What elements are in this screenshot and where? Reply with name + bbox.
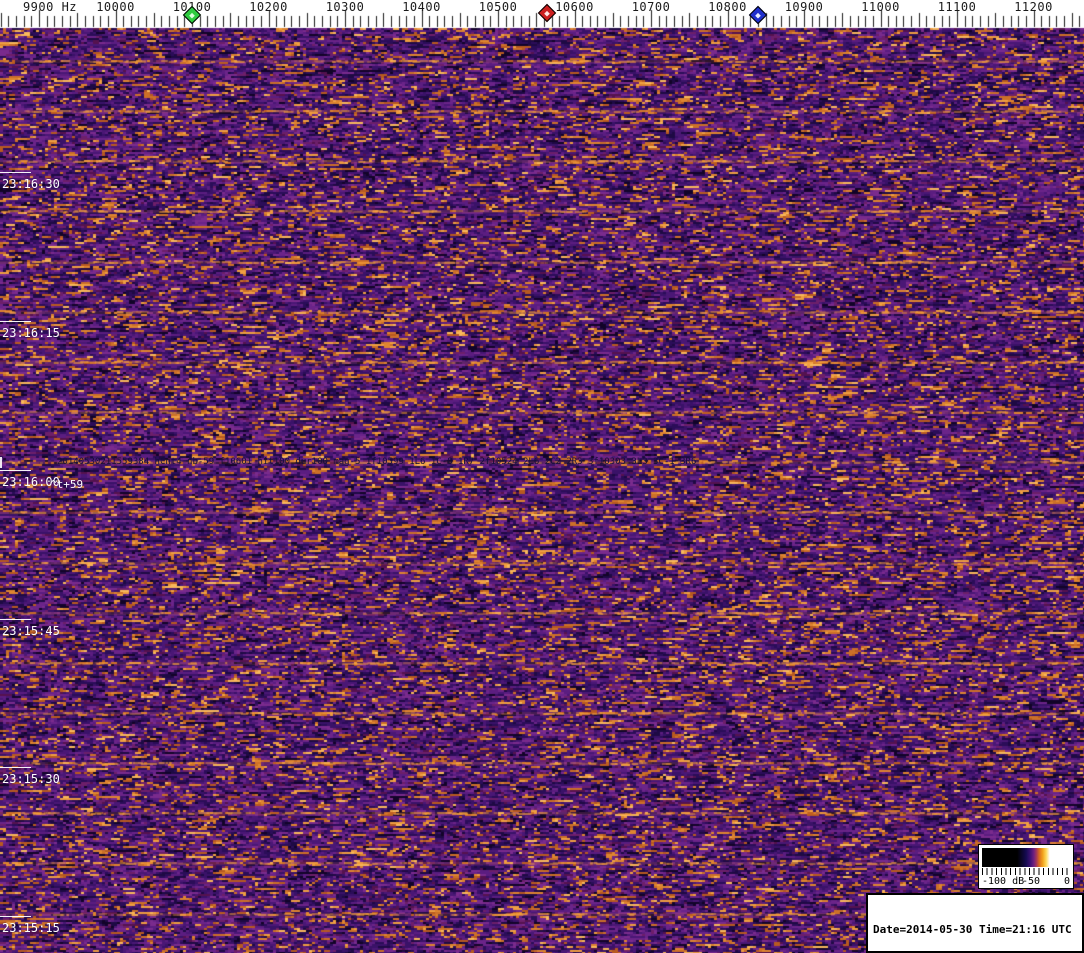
marker-green-core [189, 12, 195, 18]
event-annotation-text: 20140530211559384 hCnt4 nb-59 f10601 hit… [57, 457, 697, 467]
freq-label-10600: 10600 [555, 0, 594, 14]
freq-label-10300: 10300 [325, 0, 365, 14]
freq-label-9900: 9900 Hz [22, 0, 78, 14]
colorbar-legend: -100 dB -50 0 [978, 844, 1074, 889]
marker-red-diamond[interactable] [537, 3, 557, 23]
colorbar-tick-comb [982, 868, 1070, 875]
freq-label-10700: 10700 [631, 0, 671, 14]
time-tick [0, 321, 31, 322]
time-label: 23:16:30 [2, 177, 60, 191]
time-label: 23:16:00 [2, 475, 60, 489]
freq-label-11000: 11000 [861, 0, 900, 14]
freq-label-10800: 10800 [708, 0, 747, 14]
freq-label-11100: 11100 [937, 0, 977, 14]
colorbar-label-max: 0 [1063, 876, 1070, 887]
time-label: 23:16:15 [2, 326, 60, 340]
freq-label-10500: 10500 [478, 0, 518, 14]
time-tick [0, 619, 31, 620]
time-tick [0, 767, 31, 768]
freq-label-10200: 10200 [249, 0, 288, 14]
freq-label-11200: 11200 [1014, 0, 1053, 14]
colorbar-labels: -100 dB -50 0 [979, 875, 1073, 887]
time-label: 23:15:15 [2, 921, 60, 935]
colorbar-gradient [982, 848, 1070, 867]
time-tick [0, 470, 31, 471]
time-label: 23:15:30 [2, 772, 60, 786]
time-label: 23:15:45 [2, 624, 60, 638]
event-time-tick [0, 457, 2, 468]
freq-label-10900: 10900 [784, 0, 824, 14]
colorbar-label-mid: -50 [1021, 876, 1041, 887]
marker-blue-diamond[interactable] [748, 5, 768, 25]
time-tick [0, 916, 31, 917]
event-annotation-subtext: ^t+59 [50, 478, 84, 491]
freq-label-10000: 10000 [96, 0, 135, 14]
time-tick [0, 172, 31, 173]
marker-red-core [544, 10, 550, 16]
colorbar-label-min: -100 dB [982, 876, 1025, 887]
marker-blue-core [755, 12, 761, 18]
freq-label-10400: 10400 [402, 0, 441, 14]
frequency-axis-ruler[interactable]: 9900 Hz100001010010200103001040010500106… [0, 0, 1084, 28]
observation-info-box: Date=2014-05-30 Time=21:16 UTC Freq=143 … [866, 893, 1084, 953]
info-date-line: Date=2014-05-30 Time=21:16 UTC [873, 923, 1072, 936]
